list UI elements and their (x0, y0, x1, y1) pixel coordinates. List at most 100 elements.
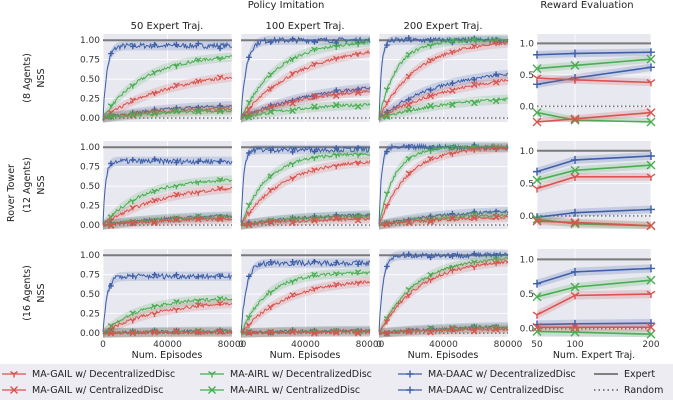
series-marker (311, 103, 318, 110)
x-tick-label: 200 (642, 340, 659, 350)
series-line (102, 157, 233, 225)
series-marker (129, 310, 136, 316)
series-line (378, 259, 509, 334)
series-marker (355, 145, 361, 151)
variance-band (379, 142, 508, 230)
series-line (378, 327, 509, 336)
series-marker (532, 322, 542, 332)
reward-panel-r1: 0.0 0.5 1.0 (520, 34, 656, 127)
y-tick-label: 0.0 (520, 325, 535, 335)
series-line (102, 301, 233, 335)
legend-marker (10, 386, 18, 394)
series-marker (195, 179, 202, 186)
x-tick-label: 0 (376, 340, 382, 350)
y-tick-label: 0.00 (80, 114, 100, 124)
series-marker (246, 273, 252, 280)
series-marker (195, 298, 202, 304)
series-marker (151, 271, 158, 278)
series-marker (471, 250, 478, 257)
series-marker (449, 151, 456, 157)
col-title-200: 200 Expert Traj. (403, 21, 482, 32)
series-marker (195, 104, 202, 111)
series-marker (332, 101, 340, 109)
series-marker (216, 300, 224, 307)
series-marker (471, 144, 478, 150)
series-marker (492, 40, 500, 47)
series-marker (493, 208, 499, 215)
legend-marker (406, 370, 414, 378)
series-marker (245, 99, 253, 106)
y-tick-label: 0.75 (80, 56, 100, 66)
series-marker (267, 328, 275, 336)
series-marker (245, 329, 253, 337)
series-marker (195, 273, 202, 280)
series-marker (267, 108, 275, 115)
series-marker (471, 264, 478, 271)
series-marker (570, 282, 580, 292)
series-marker (267, 147, 274, 154)
legend-marker (208, 386, 216, 394)
series-marker (646, 160, 656, 170)
series-marker (289, 328, 296, 336)
series-marker (267, 289, 274, 296)
y-label-row3: NSS (36, 283, 47, 302)
series-marker (532, 64, 542, 74)
series-marker (245, 314, 253, 321)
legend-item-2: MA-GAIL w/ CentralizedDisc (2, 385, 163, 396)
series-marker (532, 311, 542, 319)
series-line (378, 41, 509, 118)
series-marker (646, 322, 656, 332)
series-marker (129, 219, 137, 227)
series-marker (354, 152, 362, 158)
row-group-label: Rover Tower (6, 164, 17, 222)
series-marker (289, 279, 296, 285)
series-marker (151, 303, 158, 310)
series-line (102, 41, 233, 121)
series-line (240, 259, 371, 333)
series-marker (384, 42, 390, 48)
series-marker (383, 87, 391, 93)
series-marker (492, 256, 500, 262)
y-tick-label: 1.0 (520, 147, 535, 157)
series-marker (571, 208, 579, 217)
x-tick-label: 40000 (429, 340, 458, 350)
legend-marker (406, 386, 414, 394)
series-marker (333, 87, 340, 94)
series-marker (129, 273, 136, 279)
legend-label: MA-AIRL w/ DecentralizedDisc (230, 369, 372, 380)
series-marker (449, 37, 456, 43)
series-marker (216, 185, 224, 192)
variance-band (379, 250, 508, 338)
series-marker (471, 36, 478, 43)
series-marker (267, 173, 274, 179)
series-marker (195, 78, 202, 84)
y-tick-label: 1.00 (80, 143, 100, 153)
series-line (378, 147, 509, 225)
series-marker (354, 329, 362, 337)
series-marker (333, 271, 340, 277)
series-line (102, 329, 233, 336)
series-line (240, 151, 371, 225)
series-marker (151, 69, 158, 76)
series-line (378, 36, 509, 121)
series-line (240, 270, 371, 333)
series-marker (354, 269, 362, 275)
series-marker (107, 322, 115, 329)
series-marker (570, 217, 580, 227)
x-tick-label: 80000 (356, 340, 385, 350)
x-label-col3: Num. Episodes (408, 350, 479, 361)
series-marker (449, 87, 456, 94)
series-marker (492, 145, 500, 152)
series-marker (570, 322, 580, 332)
y-tick-label: 0.5 (520, 179, 534, 189)
legend-marker (10, 370, 18, 378)
series-marker (471, 43, 478, 49)
series-line (240, 145, 371, 223)
series-marker (533, 167, 541, 176)
series-marker (311, 167, 318, 173)
plot-background (537, 34, 651, 122)
policy-panel-r3-c2: 0 40000 80000 (238, 249, 385, 350)
series-marker (216, 74, 224, 80)
series-marker (647, 264, 655, 273)
series-marker (532, 185, 542, 193)
